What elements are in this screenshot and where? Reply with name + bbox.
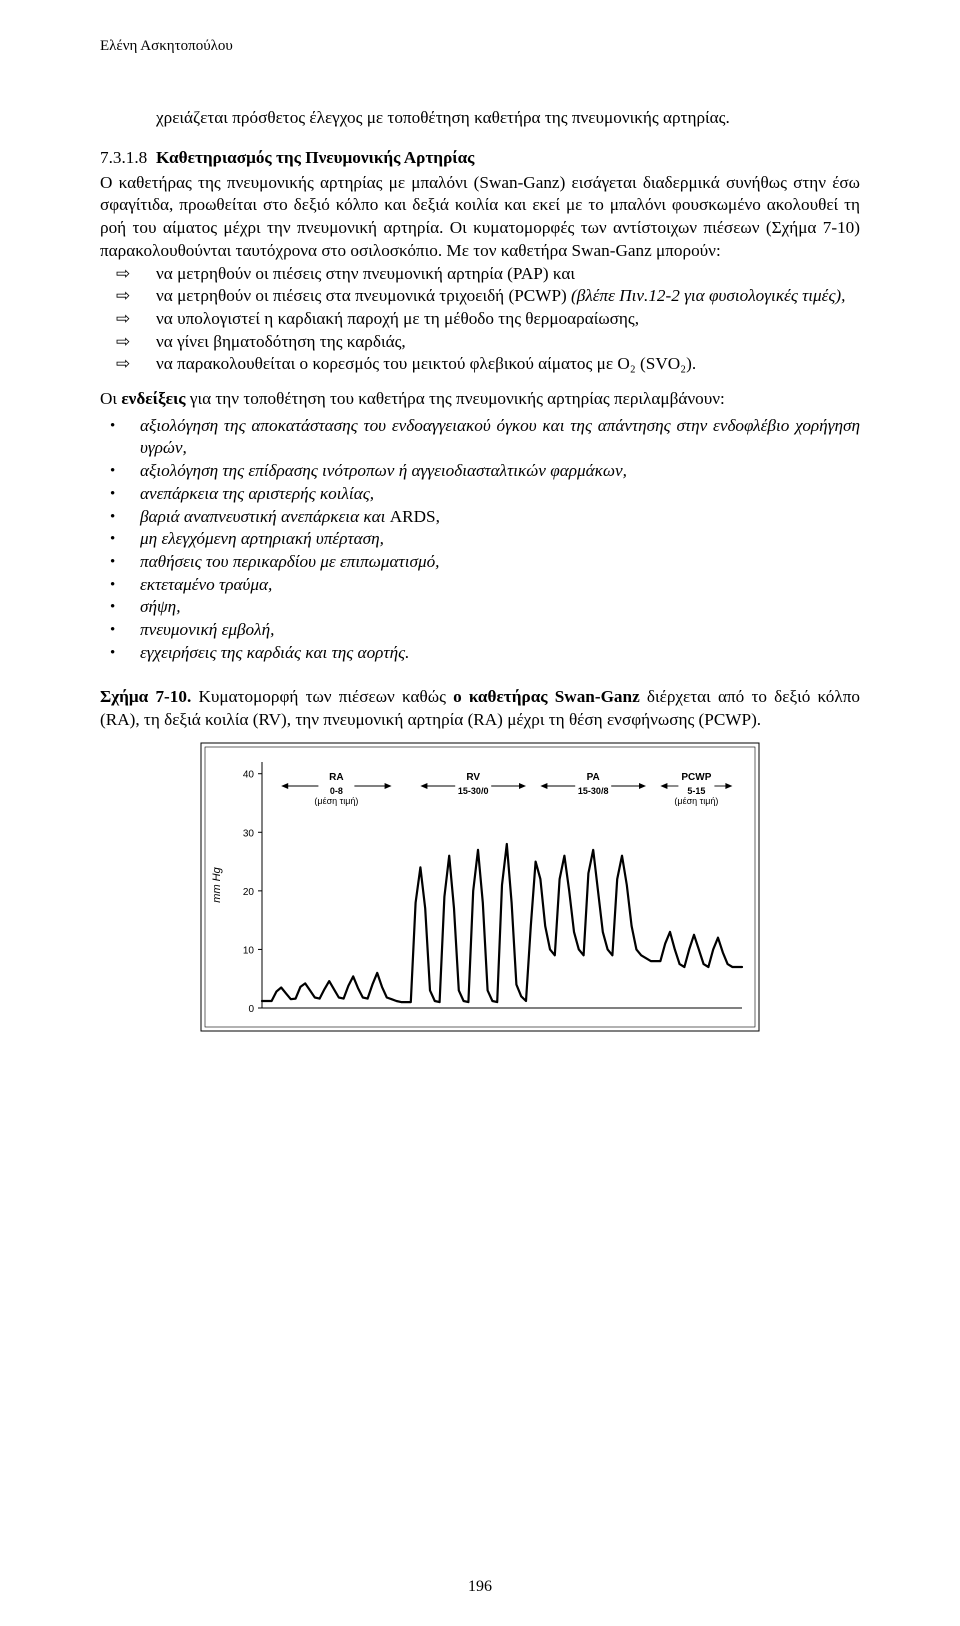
indication-item: •αξιολόγηση της επίδρασης ινότροπων ή αγ… xyxy=(100,460,860,483)
capability-item: ⇨να υπολογιστεί η καρδιακή παροχή με τη … xyxy=(100,308,860,331)
indication-item: •ανεπάρκεια της αριστερής κοιλίας, xyxy=(100,483,860,506)
arrow-marker-icon: ⇨ xyxy=(100,308,156,331)
bullet-marker-icon: • xyxy=(100,528,140,551)
indication-item: •εκτεταμένο τραύμα, xyxy=(100,574,860,597)
indications-intro-pre: Οι xyxy=(100,389,121,408)
svg-text:20: 20 xyxy=(243,887,255,898)
arrow-marker-icon: ⇨ xyxy=(100,285,156,308)
svg-text:15-30/8: 15-30/8 xyxy=(578,786,609,796)
bullet-marker-icon: • xyxy=(100,596,140,619)
arrow-marker-icon: ⇨ xyxy=(100,331,156,354)
svg-text:40: 40 xyxy=(243,770,255,781)
capability-item: ⇨να παρακολουθείται ο κορεσμός του μεικτ… xyxy=(100,353,860,376)
arrow-marker-icon: ⇨ xyxy=(100,263,156,286)
section-title: Καθετηριασμός της Πνευμονικής Αρτηρίας xyxy=(156,148,474,168)
capability-text: να παρακολουθείται ο κορεσμός του μεικτο… xyxy=(156,353,860,376)
capabilities-list: ⇨να μετρηθούν οι πιέσεις στην πνευμονική… xyxy=(100,263,860,377)
intro-paragraph: χρειάζεται πρόσθετος έλεγχος με τοποθέτη… xyxy=(156,107,860,130)
capability-text: να γίνει βηματοδότηση της καρδιάς, xyxy=(156,331,860,354)
indication-text: μη ελεγχόμενη αρτηριακή υπέρταση, xyxy=(140,528,860,551)
indication-item: •βαριά αναπνευστική ανεπάρκεια και ARDS, xyxy=(100,506,860,529)
page-number: 196 xyxy=(0,1578,960,1596)
svg-text:RA: RA xyxy=(329,772,343,783)
capability-text: να μετρηθούν οι πιέσεις στα πνευμονικά τ… xyxy=(156,285,860,308)
bullet-marker-icon: • xyxy=(100,460,140,483)
figure-caption: Σχήμα 7-10. Κυματομορφή των πιέσεων καθώ… xyxy=(100,686,860,731)
indication-item: •αξιολόγηση της αποκατάστασης του ενδοαγ… xyxy=(100,415,860,460)
capability-item: ⇨να μετρηθούν οι πιέσεις στην πνευμονική… xyxy=(100,263,860,286)
indication-text: εγχειρήσεις της καρδιάς και της αορτής. xyxy=(140,642,860,665)
svg-text:mm Hg: mm Hg xyxy=(211,866,223,902)
chart-container: 010203040mm HgRA0-8(μέση τιμή)RV15-30/0P… xyxy=(100,742,860,1032)
svg-text:10: 10 xyxy=(243,945,255,956)
svg-text:15-30/0: 15-30/0 xyxy=(458,786,489,796)
capability-text: να υπολογιστεί η καρδιακή παροχή με τη μ… xyxy=(156,308,860,331)
indications-intro-post: για την τοποθέτηση του καθετήρα της πνευ… xyxy=(186,389,725,408)
svg-text:0: 0 xyxy=(248,1004,254,1015)
bullet-marker-icon: • xyxy=(100,483,140,506)
indication-text: αξιολόγηση της επίδρασης ινότροπων ή αγγ… xyxy=(140,460,860,483)
figure-label: Σχήμα 7-10. xyxy=(100,687,191,706)
section-number: 7.3.1.8 xyxy=(100,148,156,168)
indication-text: πνευμονική εμβολή, xyxy=(140,619,860,642)
indications-intro-bold: ενδείξεις xyxy=(121,389,185,408)
indication-item: •παθήσεις του περικαρδίου με επιπωματισμ… xyxy=(100,551,860,574)
bullet-marker-icon: • xyxy=(100,415,140,438)
svg-text:RV: RV xyxy=(466,772,480,783)
indication-text: βαριά αναπνευστική ανεπάρκεια και ARDS, xyxy=(140,506,860,529)
svg-text:(μέση τιμή): (μέση τιμή) xyxy=(314,796,358,806)
bullet-marker-icon: • xyxy=(100,574,140,597)
bullet-marker-icon: • xyxy=(100,642,140,665)
section-heading: 7.3.1.8 Καθετηριασμός της Πνευμονικής Αρ… xyxy=(100,148,860,168)
running-head: Ελένη Ασκητοπούλου xyxy=(100,38,860,55)
arrow-marker-icon: ⇨ xyxy=(100,353,156,376)
indication-item: •μη ελεγχόμενη αρτηριακή υπέρταση, xyxy=(100,528,860,551)
indication-text: ανεπάρκεια της αριστερής κοιλίας, xyxy=(140,483,860,506)
indications-list: •αξιολόγηση της αποκατάστασης του ενδοαγ… xyxy=(100,415,860,665)
section-body: Ο καθετήρας της πνευμονικής αρτηρίας με … xyxy=(100,172,860,263)
svg-text:0-8: 0-8 xyxy=(330,786,343,796)
indication-item: •σήψη, xyxy=(100,596,860,619)
indication-text: εκτεταμένο τραύμα, xyxy=(140,574,860,597)
figure-caption-bold: ο καθετήρας Swan-Ganz xyxy=(453,687,640,706)
indications-intro: Οι ενδείξεις για την τοποθέτηση του καθε… xyxy=(100,388,860,411)
bullet-marker-icon: • xyxy=(100,506,140,529)
indication-text: αξιολόγηση της αποκατάστασης του ενδοαγγ… xyxy=(140,415,860,460)
svg-text:30: 30 xyxy=(243,828,255,839)
svg-text:PCWP: PCWP xyxy=(681,772,711,783)
indication-text: σήψη, xyxy=(140,596,860,619)
indication-text: παθήσεις του περικαρδίου με επιπωματισμό… xyxy=(140,551,860,574)
bullet-marker-icon: • xyxy=(100,619,140,642)
capability-item: ⇨να μετρηθούν οι πιέσεις στα πνευμονικά … xyxy=(100,285,860,308)
capability-item: ⇨να γίνει βηματοδότηση της καρδιάς, xyxy=(100,331,860,354)
capability-text: να μετρηθούν οι πιέσεις στην πνευμονική … xyxy=(156,263,860,286)
svg-text:PA: PA xyxy=(587,772,600,783)
swan-ganz-waveform-chart: 010203040mm HgRA0-8(μέση τιμή)RV15-30/0P… xyxy=(200,742,760,1032)
figure-caption-pre: Κυματομορφή των πιέσεων καθώς xyxy=(191,687,453,706)
indication-item: •εγχειρήσεις της καρδιάς και της αορτής. xyxy=(100,642,860,665)
indication-item: •πνευμονική εμβολή, xyxy=(100,619,860,642)
bullet-marker-icon: • xyxy=(100,551,140,574)
svg-text:5-15: 5-15 xyxy=(687,786,705,796)
svg-text:(μέση τιμή): (μέση τιμή) xyxy=(674,796,718,806)
